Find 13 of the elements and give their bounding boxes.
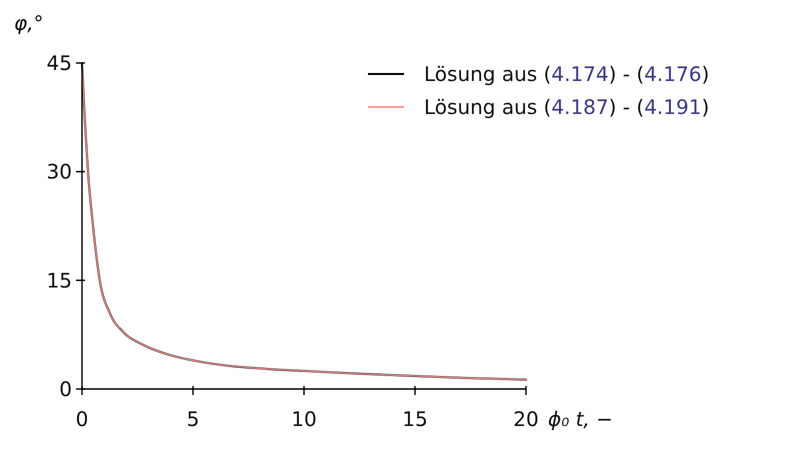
y-tick-label: 30	[46, 160, 72, 184]
x-tick-label: 15	[402, 407, 428, 431]
y-axis-title: φ,°	[14, 11, 44, 35]
x-tick-label: 20	[513, 407, 539, 431]
y-tick-label: 0	[59, 377, 72, 401]
y-tick-label: 45	[46, 51, 72, 75]
y-tick-label: 15	[46, 268, 72, 292]
x-axis-title: ϕ₀ t, −	[548, 407, 613, 431]
legend-label: Lösung aus (4.174) - (4.176)	[424, 62, 710, 86]
x-tick-label: 5	[186, 407, 200, 431]
x-tick-label: 0	[76, 407, 88, 431]
legend-label: Lösung aus (4.187) - (4.191)	[424, 95, 710, 119]
x-tick-label: 10	[291, 407, 317, 431]
